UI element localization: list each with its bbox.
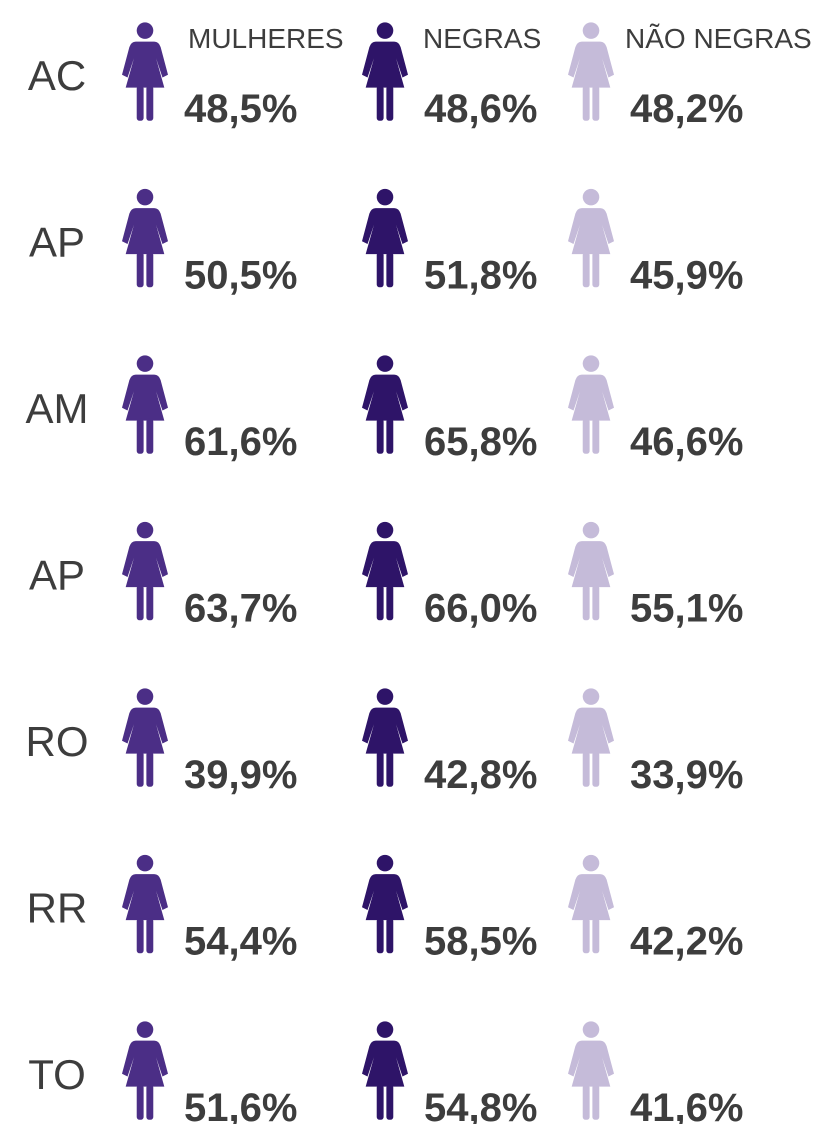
- percentage: 65,8%: [424, 420, 537, 464]
- woman-icon: [122, 688, 168, 787]
- woman-icon: [122, 355, 168, 454]
- percentage: 46,6%: [630, 420, 743, 464]
- percentage: 50,5%: [184, 254, 297, 298]
- percentage: 54,4%: [184, 920, 297, 964]
- state-label: RO: [26, 718, 89, 765]
- percentage: 66,0%: [424, 587, 537, 631]
- percentage: 41,6%: [630, 1086, 743, 1124]
- woman-icon: [362, 355, 408, 454]
- woman-icon: [568, 521, 614, 621]
- percentage: 54,8%: [424, 1086, 537, 1124]
- percentage: 33,9%: [630, 753, 743, 797]
- percentage: 51,8%: [424, 254, 537, 298]
- column-header: NEGRAS: [423, 23, 541, 54]
- woman-icon: [362, 688, 408, 787]
- percentage: 42,2%: [630, 920, 743, 964]
- percentage: 39,9%: [184, 753, 297, 797]
- woman-icon: [362, 22, 408, 121]
- column-header: NÃO NEGRAS: [625, 23, 812, 54]
- woman-icon: [122, 854, 168, 954]
- percentage: 55,1%: [630, 587, 743, 631]
- percentage: 48,6%: [424, 87, 537, 131]
- state-label: AM: [26, 385, 89, 432]
- state-label: AP: [29, 552, 85, 599]
- state-label: TO: [28, 1051, 86, 1098]
- woman-icon: [122, 521, 168, 621]
- percentage: 58,5%: [424, 920, 537, 964]
- state-label: AC: [28, 52, 86, 99]
- percentage: 51,6%: [184, 1086, 297, 1124]
- woman-icon: [568, 1021, 614, 1120]
- woman-icon: [568, 188, 614, 288]
- percentage: 45,9%: [630, 254, 743, 298]
- percentage: 48,2%: [630, 87, 743, 131]
- percentage: 61,6%: [184, 420, 297, 464]
- state-label: AP: [29, 219, 85, 266]
- woman-icon: [568, 355, 614, 454]
- woman-icon: [122, 1021, 168, 1120]
- column-header: MULHERES: [188, 23, 344, 54]
- percentage: 42,8%: [424, 753, 537, 797]
- woman-icon: [568, 854, 614, 954]
- woman-icon: [362, 188, 408, 288]
- woman-icon: [362, 1021, 408, 1120]
- percentage: 63,7%: [184, 587, 297, 631]
- woman-icon: [362, 854, 408, 954]
- woman-icon: [122, 22, 168, 121]
- woman-icon: [568, 688, 614, 787]
- woman-icon: [568, 22, 614, 121]
- woman-icon: [122, 188, 168, 288]
- percentage: 48,5%: [184, 87, 297, 131]
- state-label: RR: [27, 885, 88, 932]
- woman-icon: [362, 521, 408, 621]
